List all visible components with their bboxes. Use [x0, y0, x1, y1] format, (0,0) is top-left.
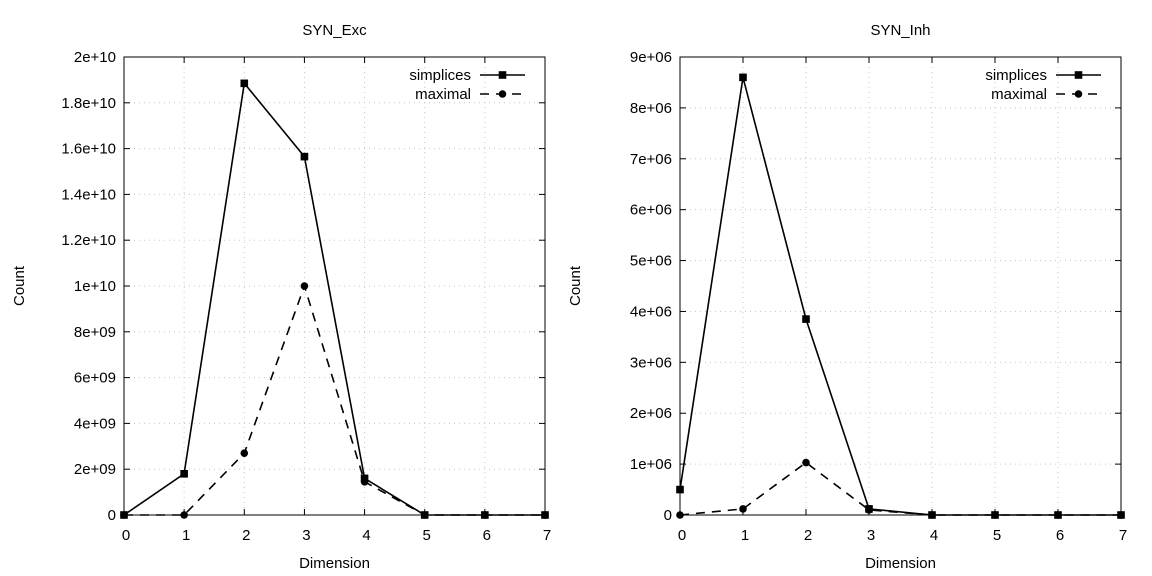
series-simplices-point [802, 315, 810, 323]
y-tick-label: 2e+09 [74, 461, 116, 478]
series-maximal-point [1117, 511, 1125, 519]
y-tick-label: 6e+09 [74, 370, 116, 387]
y-tick-label: 5e+06 [630, 253, 672, 270]
legend-marker [1074, 90, 1083, 98]
y-tick-label: 1.6e+10 [61, 141, 116, 158]
legend-marker [498, 71, 507, 79]
plot-frame [679, 56, 1122, 516]
x-tick-label: 0 [678, 527, 686, 544]
y-tick-label: 8e+09 [74, 324, 116, 341]
series-maximal-line [124, 283, 545, 516]
series-simplices-point [300, 152, 309, 161]
x-tick-label: 0 [122, 527, 130, 544]
chart-title: SYN_Inh [870, 22, 930, 39]
y-tick-label: 6e+06 [630, 202, 672, 219]
chart-title: SYN_Exc [302, 22, 367, 39]
y-tick-label: 3e+06 [630, 354, 672, 371]
x-tick-label: 3 [302, 527, 310, 544]
series-maximal-point [865, 506, 873, 514]
x-tick-label: 7 [543, 527, 551, 544]
legend-label: maximal [991, 86, 1047, 103]
y-tick-label: 8e+06 [630, 100, 672, 117]
series-maximal-point [481, 511, 489, 519]
legend-entry-simplices: simplices [985, 67, 1101, 84]
x-tick-label: 4 [930, 527, 938, 544]
series-maximal-point [676, 511, 684, 519]
series-maximal-point [541, 511, 549, 519]
y-tick-label: 1.4e+10 [61, 186, 116, 203]
y-tick-label: 2e+10 [74, 49, 116, 66]
x-tick-label: 5 [993, 527, 1001, 544]
series-simplices-point [180, 469, 188, 478]
x-tick-label: 2 [804, 527, 812, 544]
series-maximal-point [180, 511, 188, 519]
chart-syn-exc: 0 2e+09 4e+09 6e+09 8e+09 1e+10 1.2e+10 1.4e+10… [11, 22, 551, 572]
y-tick-label: 0 [108, 507, 116, 524]
x-tick-label: 2 [242, 527, 250, 544]
x-tick-label: 5 [423, 527, 431, 544]
series-maximal-point [1054, 511, 1062, 519]
y-tick-label: 4e+09 [74, 415, 116, 432]
legend-marker [498, 90, 507, 98]
series-maximal-point [928, 511, 936, 519]
y-tick-label: 1.2e+10 [61, 232, 116, 249]
series-maximal-point [300, 282, 309, 290]
series-maximal-point [991, 511, 999, 519]
x-tick-label: 7 [1119, 527, 1127, 544]
y-axis-title: Count [11, 265, 28, 306]
y-axis-title: Count [567, 265, 584, 306]
x-tick-label: 6 [1056, 527, 1064, 544]
legend-label: simplices [409, 67, 471, 84]
legend-label: maximal [415, 86, 471, 103]
series-maximal-point [360, 477, 369, 486]
series-simplices-line [123, 81, 545, 516]
y-tick-label: 0 [664, 507, 672, 524]
series-maximal-point [420, 511, 429, 519]
x-tick-label: 6 [483, 527, 491, 544]
series-simplices-line [679, 77, 1121, 516]
legend-entry-maximal: maximal [991, 86, 1101, 103]
x-axis-title: Dimension [299, 555, 370, 572]
chart-syn-inh: 0 1e+06 2e+06 3e+06 4e+06 5e+06 6e+06 7e+06 8e+0… [567, 22, 1127, 572]
y-tick-label: 1.8e+10 [61, 95, 116, 112]
series-simplices-point [240, 79, 249, 88]
x-tick-label: 1 [741, 527, 749, 544]
series-maximal-point [739, 505, 747, 513]
series-maximal-point [802, 458, 810, 467]
y-tick-label: 2e+06 [630, 405, 672, 422]
y-tick-label: 7e+06 [630, 151, 672, 168]
series-simplices-point [676, 485, 684, 494]
y-tick-label: 4e+06 [630, 303, 672, 320]
y-tick-label: 1e+10 [74, 278, 116, 295]
legend-label: simplices [985, 67, 1047, 84]
legend-entry-simplices: simplices [409, 67, 525, 84]
series-maximal-point [240, 449, 249, 457]
legend-entry-maximal: maximal [415, 86, 525, 103]
x-tick-label: 4 [362, 527, 370, 544]
x-tick-label: 3 [867, 527, 875, 544]
y-tick-label: 9e+06 [630, 49, 672, 66]
legend-marker [1074, 71, 1083, 79]
x-tick-label: 1 [182, 527, 190, 544]
x-axis-title: Dimension [865, 555, 936, 572]
series-simplices-point [739, 73, 747, 82]
y-tick-label: 1e+06 [630, 456, 672, 473]
series-maximal-point [120, 511, 128, 519]
